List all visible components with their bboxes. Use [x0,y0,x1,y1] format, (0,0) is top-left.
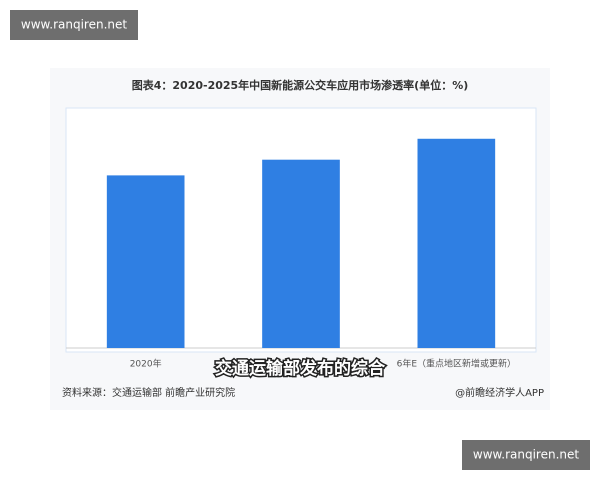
watermark-box [462,440,590,470]
bar [106,175,185,348]
chart-title: 图表4：2020-2025年中国新能源公交车应用市场渗透率(单位：%) [132,78,469,92]
bar [262,159,340,348]
watermark: www.ranqiren.net [21,18,127,32]
credit: @前瞻经济学人APP [455,386,544,399]
video-caption: 交通运输部发布的综合 [215,358,386,379]
watermark: www.ranqiren.net [473,448,579,462]
bars [106,138,496,348]
x-tick-label: 6年E（重点地区新增或更新） [397,358,516,370]
watermark-box [10,10,138,40]
x-tick-label: 2020年 [130,358,162,370]
bar [417,138,496,348]
source: 资料来源：交通运输部 前瞻产业研究院 [62,386,235,399]
